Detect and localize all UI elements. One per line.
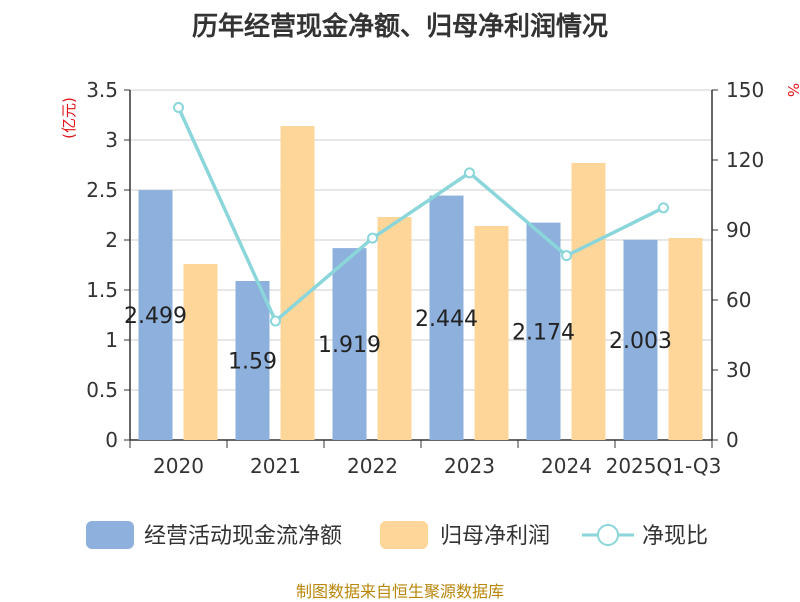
line-point (561, 250, 572, 262)
bar-value-label: 1.59 (228, 350, 277, 375)
bar-value-label: 2.444 (415, 307, 478, 332)
bar-value-label: 2.174 (512, 320, 575, 345)
right-axis-tick-label: 120 (726, 148, 764, 172)
source-note: 制图数据来自恒生聚源数据库 (295, 582, 504, 601)
left-axis-unit: (亿元) (60, 97, 78, 139)
bar-net-profit (474, 226, 509, 440)
bar-net-profit (571, 163, 606, 440)
legend-label-net-cash-ratio: 净现比 (642, 524, 708, 549)
line-point (173, 102, 184, 113)
x-axis-tick-label: 2025Q1-Q3 (606, 454, 722, 478)
line-point (270, 315, 281, 327)
x-axis-tick-label: 2024 (541, 454, 592, 478)
right-axis-tick-label: 60 (726, 288, 751, 312)
bar-net-profit (377, 217, 412, 440)
legend-swatch-marker (597, 524, 619, 546)
bar-net-profit (183, 264, 218, 440)
legend-label-net-profit: 归母净利润 (440, 524, 550, 549)
x-axis-tick-label: 2022 (347, 454, 398, 478)
bar-net-profit (668, 238, 703, 440)
x-axis-tick-label: 2021 (250, 454, 301, 478)
line-point (464, 167, 475, 179)
legend-swatch-net-profit (380, 521, 428, 549)
left-axis-tick-label: 3 (105, 128, 118, 152)
chart-title: 历年经营现金净额、归母净利润情况 (191, 12, 608, 42)
bar-cashflow (138, 190, 173, 440)
left-axis-tick-label: 1 (105, 328, 118, 352)
bar-cashflow (623, 239, 658, 440)
right-axis-tick-label: 30 (726, 358, 751, 382)
x-axis-tick-label: 2020 (153, 454, 204, 478)
left-axis-tick-label: 2 (105, 228, 118, 252)
bar-value-label: 2.499 (124, 304, 187, 329)
line-point (367, 232, 378, 244)
left-axis-tick-label: 0.5 (86, 378, 118, 402)
left-axis-tick-label: 2.5 (86, 178, 118, 202)
bar-cashflow (332, 248, 367, 440)
right-axis-tick-label: 0 (726, 428, 739, 452)
left-axis-tick-label: 3.5 (86, 78, 118, 102)
right-axis-tick-label: 150 (726, 78, 764, 102)
right-axis-tick-label: 90 (726, 218, 751, 242)
bar-cashflow (429, 195, 464, 440)
legend-label-cashflow: 经营活动现金流净额 (144, 524, 342, 549)
bar-value-label: 1.919 (318, 333, 381, 358)
bar-cashflow (235, 281, 270, 440)
left-axis-tick-label: 0 (105, 428, 118, 452)
legend-swatch-cashflow (86, 521, 134, 549)
x-axis-tick-label: 2023 (444, 454, 495, 478)
bar-value-label: 2.003 (609, 329, 672, 354)
line-point (658, 202, 669, 214)
line-net-cash-ratio (176, 106, 665, 323)
left-axis-tick-label: 1.5 (86, 278, 118, 302)
bar-net-profit (280, 126, 315, 440)
bar-cashflow (526, 222, 561, 440)
right-axis-unit: % (784, 83, 800, 97)
